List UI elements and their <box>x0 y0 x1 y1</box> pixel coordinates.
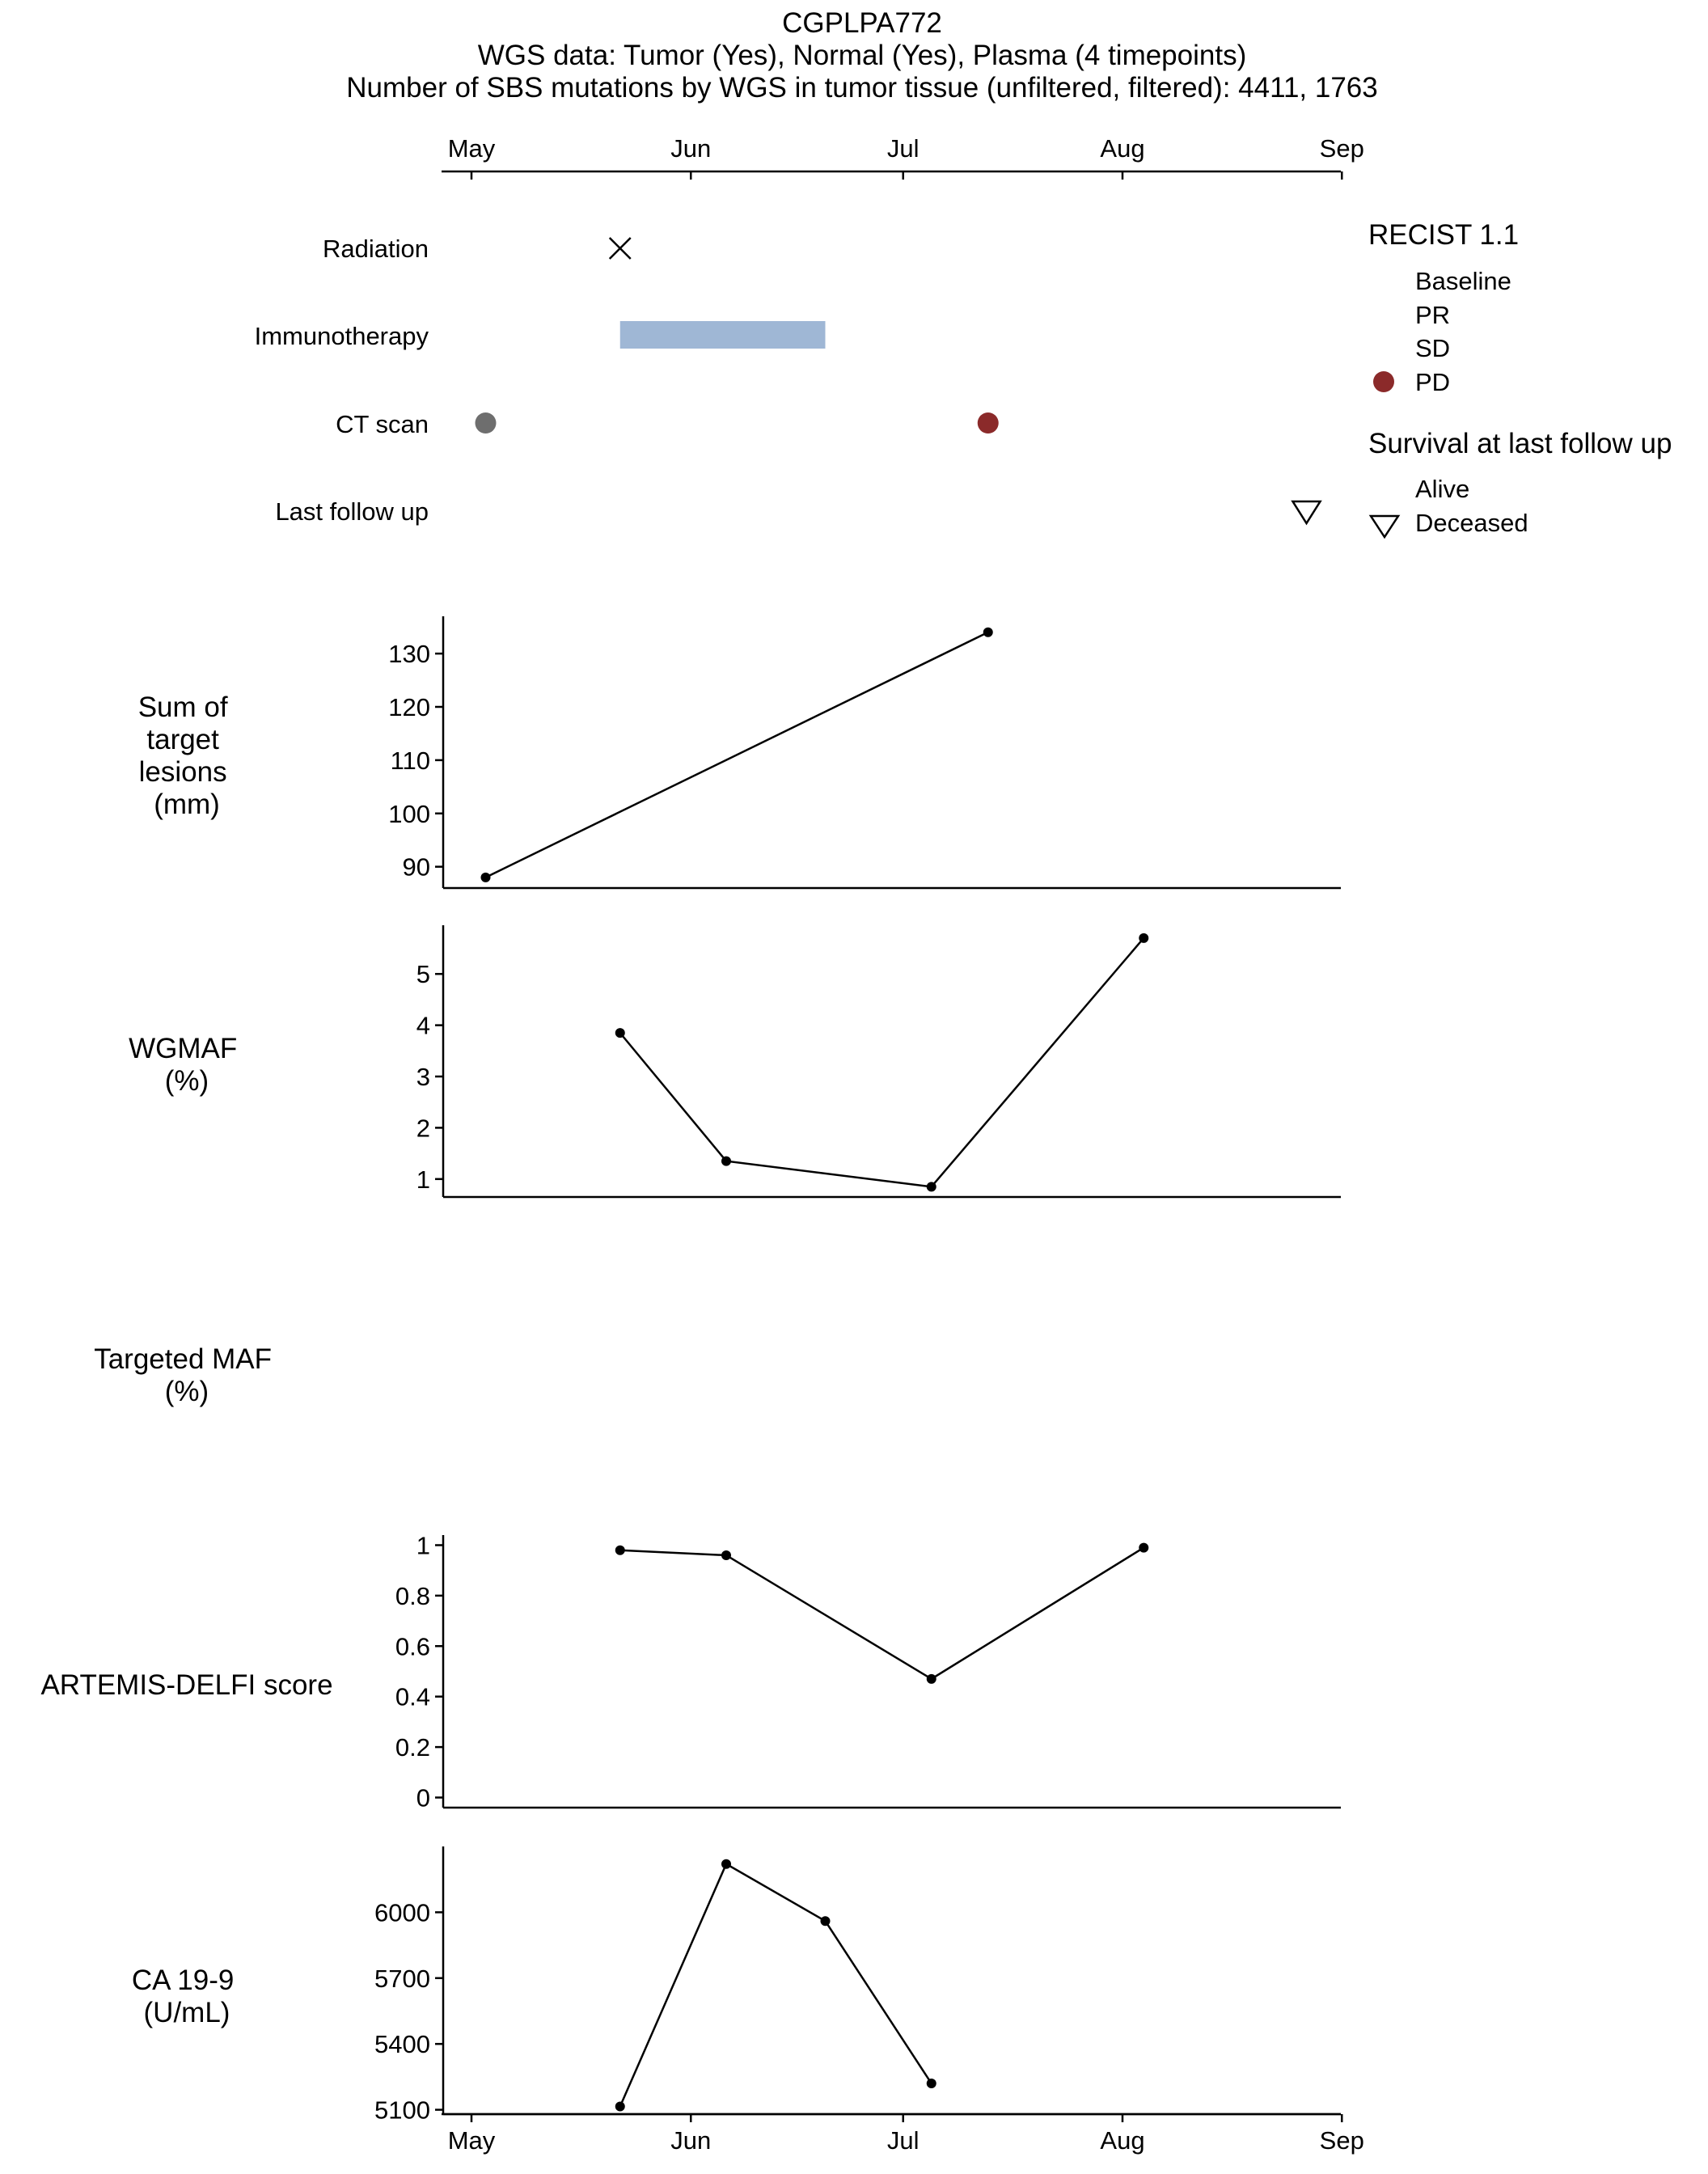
panel-label-wgmaf-line-2: (%) <box>165 1065 209 1097</box>
legend-item-deceased: Deceased <box>1415 509 1528 537</box>
figure-header: CGPLPA772 WGS data: Tumor (Yes), Normal … <box>346 7 1377 104</box>
ca199-y-tick-label: 6000 <box>374 1898 430 1927</box>
legend-item-pd: PD <box>1415 368 1450 396</box>
sum-y-tick-label: 120 <box>388 693 430 721</box>
delfi-series-line <box>619 1546 1144 1681</box>
wgmaf-point <box>615 1028 625 1038</box>
top-axis-label-jun: Jun <box>670 134 711 163</box>
plot-ca199: 5100 5400 5700 6000 <box>374 1846 1341 2125</box>
sum-y-tick-label: 90 <box>403 853 430 882</box>
bottom-axis-label-jun: Jun <box>670 2126 711 2155</box>
delfi-y-tick-label: 0.8 <box>395 1582 430 1610</box>
delfi-y-tick-label: 0 <box>416 1784 430 1812</box>
legend: RECIST 1.1 Baseline PR SD PD Survival at… <box>1368 219 1672 539</box>
wgmaf-point <box>721 1156 731 1166</box>
last-follow-up-deceased-marker <box>1291 500 1322 526</box>
ca199-point <box>820 1916 831 1927</box>
event-marks <box>475 237 1322 526</box>
delfi-point <box>1139 1542 1149 1553</box>
delfi-y-tick-label: 1 <box>416 1531 430 1559</box>
top-axis-label-sep: Sep <box>1320 134 1364 163</box>
delfi-point <box>926 1673 936 1684</box>
legend-item-baseline: Baseline <box>1415 267 1511 295</box>
legend-item-sd: SD <box>1415 334 1450 362</box>
ct-scan-dot-pd <box>977 412 999 434</box>
ca199-series-line <box>619 1862 932 2108</box>
legend-item-alive: Alive <box>1415 475 1469 503</box>
panel-label-sum-line-1: Sum of <box>138 692 228 723</box>
bottom-axis-label-may: May <box>448 2126 496 2155</box>
wgmaf-y-tick-label: 3 <box>416 1063 430 1091</box>
wgmaf-point <box>926 1182 936 1192</box>
sum-y-tick-label: 130 <box>388 640 430 668</box>
radiation-cross-b <box>608 237 632 260</box>
bottom-time-axis: May Jun Jul Aug Sep <box>442 2113 1364 2155</box>
panel-label-ca199: CA 19-9 (U/mL) <box>132 1965 242 2028</box>
panel-label-sum-target-lesions: Sum of target lesions (mm) <box>138 692 236 820</box>
panel-label-targeted-line-1: Targeted MAF <box>94 1343 272 1375</box>
wgmaf-y-tick-label: 1 <box>416 1165 430 1194</box>
sum-point <box>480 872 491 882</box>
wgmaf-point <box>1139 933 1149 943</box>
delfi-y-tick-label: 0.2 <box>395 1733 430 1762</box>
delfi-y-tick-label: 0.6 <box>395 1632 430 1660</box>
plot-artemis-delfi: 0 0.2 0.4 0.6 0.8 1 <box>395 1531 1341 1812</box>
panel-label-targeted-line-2: (%) <box>165 1376 209 1407</box>
panel-label-wgmaf: WGMAF (%) <box>129 1033 245 1097</box>
ct-scan-dot-baseline <box>475 412 497 434</box>
ca199-point <box>615 2101 625 2112</box>
legend-title-recist: RECIST 1.1 <box>1368 219 1519 251</box>
legend-title-survival: Survival at last follow up <box>1368 428 1672 459</box>
panel-label-sum-line-3: lesions <box>139 756 227 788</box>
radiation-marker-0 <box>608 237 632 260</box>
panel-label-ca199-line-1: CA 19-9 <box>132 1965 234 1996</box>
plot-sum-target-lesions: 90 100 110 120 130 <box>388 616 1341 890</box>
panel-label-delfi-line-1: ARTEMIS-DELFI score <box>40 1669 332 1701</box>
figure-title: CGPLPA772 <box>782 7 942 39</box>
wgmaf-y-tick-label: 4 <box>416 1012 430 1040</box>
figure-subtitle-wgs: WGS data: Tumor (Yes), Normal (Yes), Pla… <box>478 40 1247 71</box>
legend-deceased-triangle-icon <box>1368 514 1401 539</box>
sum-point <box>983 627 993 637</box>
plot-wgmaf: 1 2 3 4 5 <box>416 925 1341 1199</box>
panel-label-artemis-delfi: ARTEMIS-DELFI score <box>40 1669 332 1701</box>
ca199-point <box>721 1859 731 1869</box>
bottom-axis-label-jul: Jul <box>887 2126 920 2155</box>
timeline-panel: May Jun Jul Aug Sep Radiation Immunotherapy … <box>255 134 1364 526</box>
delfi-point <box>721 1550 731 1560</box>
top-axis-label-may: May <box>448 134 496 163</box>
sum-y-tick-label: 100 <box>388 800 430 828</box>
panel-label-sum-line-4: (mm) <box>154 789 220 820</box>
sum-series-line <box>484 631 989 878</box>
ca199-y-tick-label: 5100 <box>374 2096 430 2125</box>
ca199-y-tick-label: 5700 <box>374 1965 430 1993</box>
figure-subtitle-sbs: Number of SBS mutations by WGS in tumor … <box>346 72 1377 104</box>
delfi-y-tick-label: 0.4 <box>395 1683 430 1711</box>
panel-label-sum-line-2: target <box>146 724 219 755</box>
wgmaf-y-tick-label: 5 <box>416 960 430 988</box>
row-label-immunotherapy: Immunotherapy <box>255 322 429 350</box>
bottom-axis-label-aug: Aug <box>1100 2126 1144 2155</box>
legend-pd-dot <box>1373 371 1394 392</box>
sum-y-tick-label: 110 <box>391 747 430 775</box>
panel-label-ca199-line-2: (U/mL) <box>144 1997 230 2028</box>
wgmaf-y-tick-label: 2 <box>416 1114 430 1142</box>
panel-label-wgmaf-line-1: WGMAF <box>129 1033 237 1064</box>
ca199-point <box>926 2079 936 2089</box>
top-axis-label-aug: Aug <box>1100 134 1144 163</box>
row-label-last-follow-up: Last follow up <box>275 497 429 526</box>
delfi-point <box>615 1545 625 1555</box>
top-time-axis: May Jun Jul Aug Sep <box>442 134 1364 180</box>
row-label-ct-scan: CT scan <box>336 410 429 438</box>
wgmaf-series-line <box>619 937 1145 1188</box>
ca199-y-tick-label: 5400 <box>374 2030 430 2058</box>
top-axis-label-jul: Jul <box>887 134 920 163</box>
immunotherapy-bar-0 <box>619 321 826 349</box>
legend-item-pr: PR <box>1415 301 1450 329</box>
panel-label-targeted-maf: Targeted MAF (%) <box>94 1343 280 1407</box>
bottom-axis-label-sep: Sep <box>1320 2126 1364 2155</box>
row-label-radiation: Radiation <box>323 235 429 263</box>
